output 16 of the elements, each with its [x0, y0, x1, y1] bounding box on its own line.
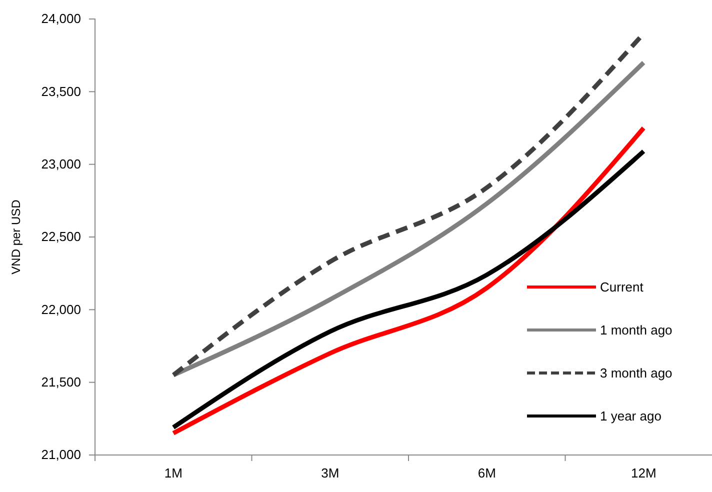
- x-tick-label: 6M: [478, 466, 496, 480]
- y-tick-label: 21,000: [41, 447, 81, 462]
- legend-label: 1 month ago: [600, 322, 672, 338]
- legend-label: 1 year ago: [600, 408, 662, 424]
- x-tick-label: 3M: [321, 466, 340, 480]
- y-tick-label: 22,500: [41, 229, 81, 244]
- y-tick-label: 23,000: [41, 156, 81, 172]
- y-axis-title: VND per USD: [9, 199, 23, 274]
- legend-label: 3 month ago: [600, 366, 672, 381]
- legend-label: Current: [600, 280, 644, 295]
- y-tick-label: 21,500: [41, 374, 81, 390]
- x-tick-label: 12M: [630, 466, 656, 480]
- y-tick-label: 23,500: [41, 84, 81, 99]
- y-tick-label: 24,000: [41, 11, 81, 26]
- y-tick-label: 22,000: [41, 302, 81, 317]
- x-tick-label: 1M: [164, 466, 182, 480]
